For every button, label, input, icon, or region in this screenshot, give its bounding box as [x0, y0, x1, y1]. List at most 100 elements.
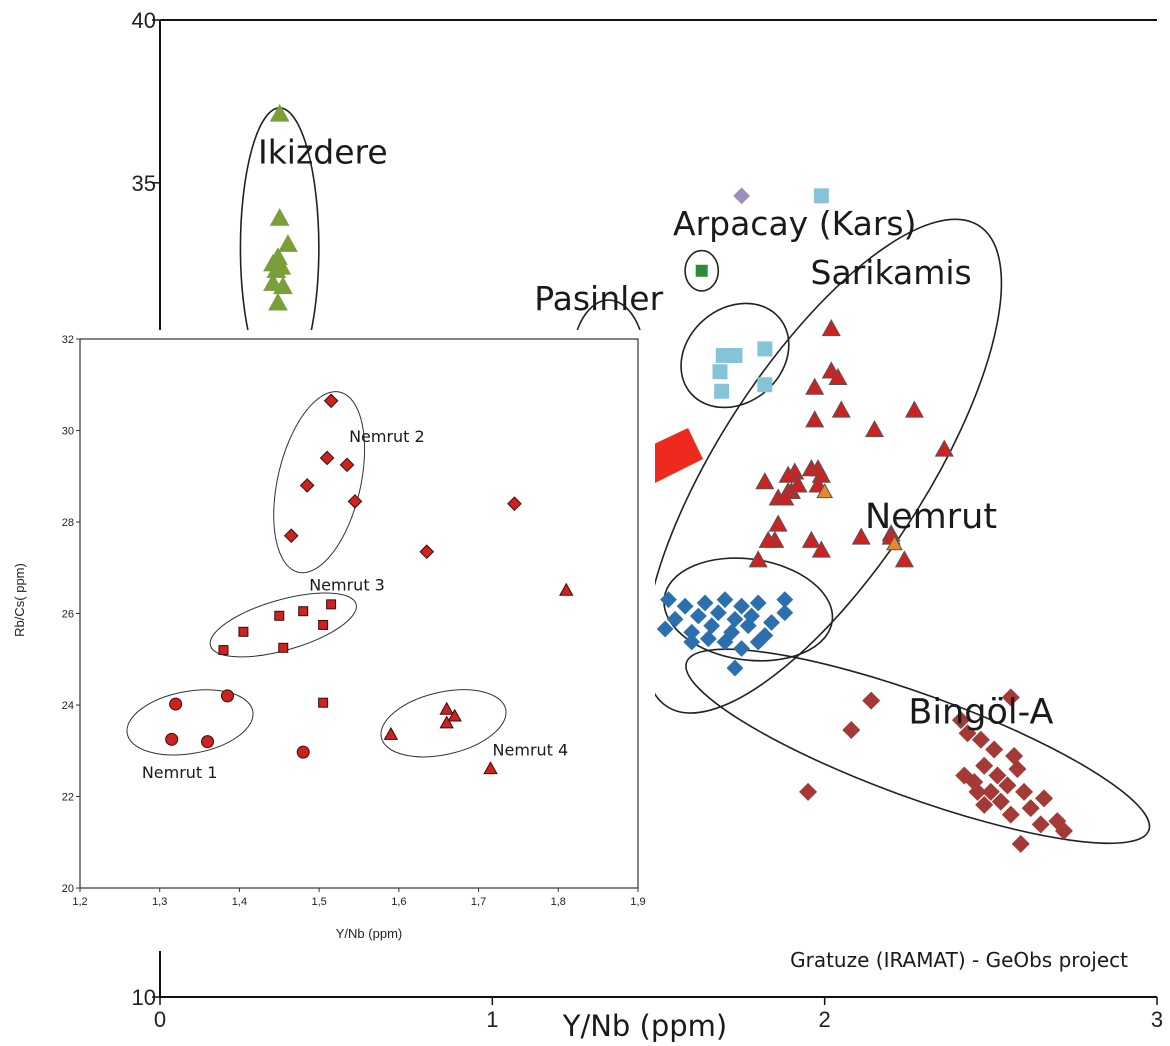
x-tick-label: 1 — [486, 1007, 498, 1032]
inset-x-tick-label: 1,2 — [72, 896, 87, 908]
credit-text: Gratuze (IRAMAT) - GeObs project — [790, 948, 1128, 972]
data-point-diamond — [703, 617, 721, 635]
data-point-diamond — [709, 604, 727, 622]
inset-data-point-circle — [220, 689, 234, 703]
data-point-diamond — [699, 630, 717, 648]
data-point-triangle — [851, 527, 871, 545]
data-point-diamond — [763, 614, 780, 631]
label-ikizdere: Ikizdere — [258, 132, 388, 171]
y-tick-label: 35 — [132, 171, 156, 196]
main-x-axis-label: Y/Nb (ppm) — [562, 1009, 728, 1043]
x-tick-label: 2 — [819, 1007, 831, 1032]
data-point-diamond — [988, 766, 1007, 785]
data-point-diamond — [1008, 760, 1027, 779]
data-point-square — [727, 347, 743, 363]
inset-data-point-square — [318, 697, 329, 708]
data-point-triangle — [755, 472, 775, 490]
data-point-diamond — [1031, 815, 1050, 834]
data-point-diamond — [862, 691, 881, 710]
main-ticks: 0 1 2 3 10 35 40 — [132, 8, 1164, 1032]
inset-data-point-square — [318, 619, 329, 630]
data-point-triangle — [278, 234, 298, 252]
data-point-triangle — [904, 400, 924, 418]
label-pasinler: Pasinler — [534, 279, 663, 318]
data-point-square — [757, 341, 773, 357]
inset-data-point-square — [238, 626, 249, 637]
data-point-diamond — [951, 711, 970, 730]
data-point-diamond — [776, 591, 794, 609]
inset-data-point-circle — [165, 732, 179, 746]
data-point-triangle — [268, 292, 288, 311]
inset-ellipse — [273, 391, 366, 574]
inset-data-point-triangle — [383, 726, 399, 740]
data-point-triangle — [768, 514, 788, 532]
data-point-diamond — [660, 591, 677, 609]
inset-data-point-circle — [169, 697, 183, 711]
inset-x-tick-label: 1,9 — [630, 896, 645, 908]
data-point-diamond — [749, 594, 767, 612]
data-point-diamond — [991, 792, 1010, 811]
inset-ticks: 1,2 1,3 1,4 1,5 1,6 1,7 1,8 1,9 20 22 24 26 28 30 32 — [62, 334, 646, 908]
inset-y-tick-label: 20 — [62, 883, 74, 895]
inset-data-point-circle — [296, 745, 310, 759]
data-point-diamond — [689, 607, 707, 625]
data-point-diamond — [733, 597, 750, 615]
data-point-triangle — [831, 400, 851, 418]
data-point-diamond — [1011, 834, 1030, 853]
data-point-diamond — [739, 617, 757, 635]
inset-ellipse — [209, 592, 357, 658]
data-point-diamond — [1005, 747, 1024, 766]
label-bingol_a: Bingöl-A — [908, 692, 1053, 732]
inset-data-point-diamond — [419, 544, 435, 560]
inset-data-point-diamond — [319, 450, 335, 466]
inset-y-tick-label: 30 — [62, 426, 74, 438]
inset-group-label: Nemrut 2 — [349, 427, 425, 446]
ellipse-bingol_a — [685, 648, 1151, 845]
inset-data-point-triangle — [483, 761, 498, 775]
main-data-points — [263, 103, 1073, 853]
inset-data-points — [165, 393, 574, 775]
inset-ellipse — [380, 689, 507, 758]
data-point-triangle — [864, 420, 885, 438]
inset-x-tick-label: 1,7 — [471, 896, 486, 908]
data-point-triangle — [934, 439, 954, 457]
inset-group-label: Nemrut 1 — [142, 763, 218, 782]
label-sarikamis: Sarikamis — [811, 253, 972, 292]
inset-group-label: Nemrut 3 — [309, 576, 385, 595]
inset-x-tick-label: 1,6 — [391, 896, 406, 908]
data-point-diamond — [1054, 821, 1073, 840]
inset-data-point-square — [274, 610, 285, 621]
data-point-diamond — [1001, 805, 1020, 824]
data-point-diamond — [1001, 688, 1020, 707]
inset-y-axis-label: Rb/Cs( ppm) — [12, 563, 27, 637]
data-point-triangle — [269, 103, 290, 122]
inset-data-point-square — [278, 642, 289, 653]
inset-data-point-triangle — [439, 715, 454, 729]
inset-data-point-diamond — [347, 494, 363, 509]
inset-group-labels: Nemrut 2 Nemrut 3 Nemrut 1 Nemrut 4 — [142, 427, 568, 782]
inset-group-label: Nemrut 4 — [493, 740, 569, 759]
inset-ellipse — [126, 689, 254, 756]
inset-x-tick-label: 1,4 — [232, 896, 247, 908]
data-point-diamond — [975, 795, 994, 814]
data-point-diamond — [733, 640, 750, 657]
label-nemrut: Nemrut — [865, 497, 997, 537]
data-point-diamond — [696, 594, 714, 612]
data-point-diamond — [985, 740, 1004, 759]
inset-data-point-square — [218, 645, 229, 656]
main-group-labels: Ikizdere Pasinler Arpacay (Kars) Sarikamis N… — [258, 132, 1053, 732]
data-point-diamond — [981, 782, 1000, 801]
inset-y-tick-label: 32 — [62, 334, 74, 346]
inset-x-tick-label: 1,3 — [152, 896, 167, 908]
inset-x-tick-label: 1,8 — [551, 896, 566, 908]
data-point-square — [695, 264, 708, 277]
data-point-diamond — [656, 620, 674, 638]
data-point-square — [712, 364, 728, 380]
data-point-square — [757, 377, 773, 393]
data-point-triangle — [805, 377, 825, 395]
y-tick-label: 10 — [132, 985, 156, 1010]
data-point-triangle — [271, 256, 292, 275]
ellipse-nemrut — [643, 218, 1003, 714]
inset-data-point-triangle — [447, 708, 462, 722]
inset-data-point-diamond — [507, 496, 522, 512]
